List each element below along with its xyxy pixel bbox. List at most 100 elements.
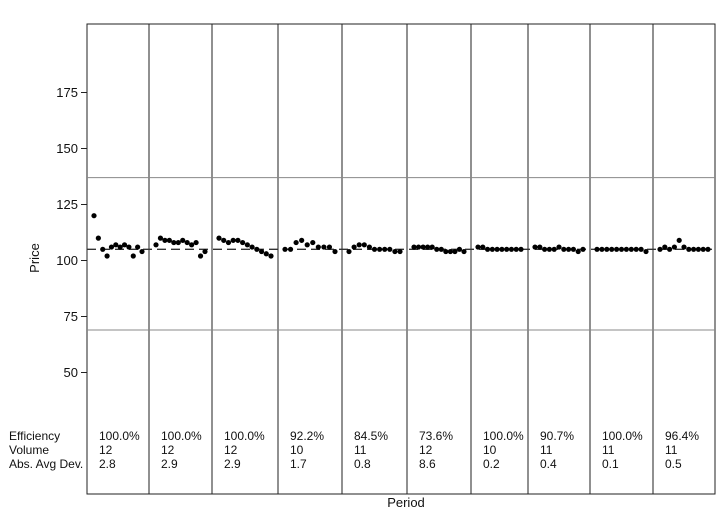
price-point bbox=[633, 246, 639, 252]
price-point bbox=[202, 248, 208, 255]
price-point bbox=[258, 248, 265, 255]
stat-volume: 11 bbox=[602, 443, 615, 457]
price-point bbox=[447, 248, 453, 255]
price-point bbox=[244, 242, 250, 248]
price-point bbox=[594, 246, 600, 252]
price-point bbox=[361, 242, 367, 248]
price-point bbox=[282, 246, 288, 252]
price-point bbox=[130, 253, 136, 259]
price-point bbox=[434, 246, 440, 252]
price-point bbox=[321, 244, 327, 250]
price-point bbox=[299, 237, 305, 243]
price-point bbox=[293, 239, 299, 246]
price-point bbox=[157, 235, 164, 241]
price-point bbox=[180, 237, 186, 243]
stat-row-label: Volume bbox=[9, 443, 49, 457]
y-tick-label: 100 bbox=[56, 253, 78, 268]
price-point bbox=[546, 246, 553, 252]
price-point bbox=[100, 246, 106, 252]
price-point bbox=[508, 246, 515, 252]
price-point bbox=[609, 246, 615, 252]
price-point bbox=[628, 246, 634, 252]
price-point bbox=[452, 248, 458, 255]
price-point bbox=[676, 237, 682, 243]
price-point bbox=[425, 244, 431, 250]
price-point bbox=[671, 244, 678, 250]
price-point bbox=[420, 244, 426, 250]
price-point bbox=[566, 246, 572, 252]
stat-efficiency: 96.4% bbox=[665, 429, 699, 443]
price-point bbox=[513, 246, 519, 252]
price-point bbox=[705, 246, 711, 252]
price-point bbox=[139, 248, 145, 255]
y-tick-label: 150 bbox=[56, 141, 78, 156]
stat-volume: 11 bbox=[354, 443, 367, 457]
price-point bbox=[561, 246, 567, 252]
price-point bbox=[121, 242, 128, 248]
price-point bbox=[263, 251, 269, 257]
price-point bbox=[356, 242, 362, 248]
stat-abs-avg-dev: 1.7 bbox=[290, 457, 307, 471]
stat-volume: 10 bbox=[483, 443, 497, 457]
price-point bbox=[484, 246, 491, 252]
y-axis-title: Price bbox=[27, 243, 42, 273]
stat-abs-avg-dev: 0.2 bbox=[483, 457, 500, 471]
price-point bbox=[162, 237, 168, 243]
stat-volume: 12 bbox=[161, 443, 175, 457]
price-point bbox=[240, 239, 246, 246]
price-point bbox=[489, 246, 495, 252]
stat-abs-avg-dev: 0.1 bbox=[602, 457, 619, 471]
price-point bbox=[456, 246, 463, 252]
price-point bbox=[392, 248, 398, 255]
price-point bbox=[657, 246, 663, 252]
price-point bbox=[415, 244, 422, 250]
price-point bbox=[249, 244, 255, 250]
stat-abs-avg-dev: 0.4 bbox=[540, 457, 557, 471]
price-point bbox=[438, 246, 444, 252]
price-point bbox=[599, 246, 605, 252]
price-point bbox=[499, 246, 505, 252]
price-point bbox=[614, 246, 620, 252]
price-point bbox=[537, 244, 543, 250]
price-point bbox=[532, 244, 538, 250]
stat-efficiency: 100.0% bbox=[161, 429, 202, 443]
stat-efficiency: 100.0% bbox=[483, 429, 524, 443]
price-point bbox=[346, 248, 352, 255]
price-point bbox=[695, 246, 702, 252]
price-point bbox=[504, 246, 510, 252]
price-point bbox=[411, 244, 417, 250]
price-point bbox=[570, 246, 577, 252]
price-point bbox=[315, 244, 321, 250]
stat-efficiency: 92.2% bbox=[290, 429, 324, 443]
price-point bbox=[304, 242, 310, 248]
price-point bbox=[387, 246, 393, 252]
price-point bbox=[382, 246, 388, 252]
price-point bbox=[193, 239, 199, 246]
stat-row-label: Abs. Avg Dev. bbox=[9, 457, 83, 471]
stat-volume: 12 bbox=[224, 443, 238, 457]
price-point bbox=[230, 237, 236, 243]
price-point bbox=[197, 253, 204, 259]
price-point bbox=[686, 246, 692, 252]
stat-abs-avg-dev: 2.9 bbox=[161, 457, 178, 471]
plot-frame bbox=[86, 23, 716, 495]
price-point bbox=[542, 246, 548, 252]
price-point bbox=[108, 244, 115, 250]
price-point bbox=[235, 237, 241, 243]
price-point bbox=[95, 235, 101, 241]
stat-efficiency: 90.7% bbox=[540, 429, 574, 443]
stat-volume: 11 bbox=[665, 443, 678, 457]
price-point bbox=[216, 235, 222, 241]
price-point bbox=[700, 246, 706, 252]
stat-abs-avg-dev: 8.6 bbox=[419, 457, 436, 471]
price-point bbox=[551, 246, 557, 252]
price-point bbox=[351, 244, 357, 250]
price-point bbox=[623, 246, 630, 252]
price-point bbox=[377, 246, 383, 252]
price-point bbox=[691, 246, 697, 252]
price-point bbox=[518, 246, 524, 252]
price-point bbox=[166, 237, 172, 243]
price-point bbox=[135, 244, 141, 250]
price-point bbox=[681, 244, 687, 250]
price-point bbox=[618, 246, 625, 252]
